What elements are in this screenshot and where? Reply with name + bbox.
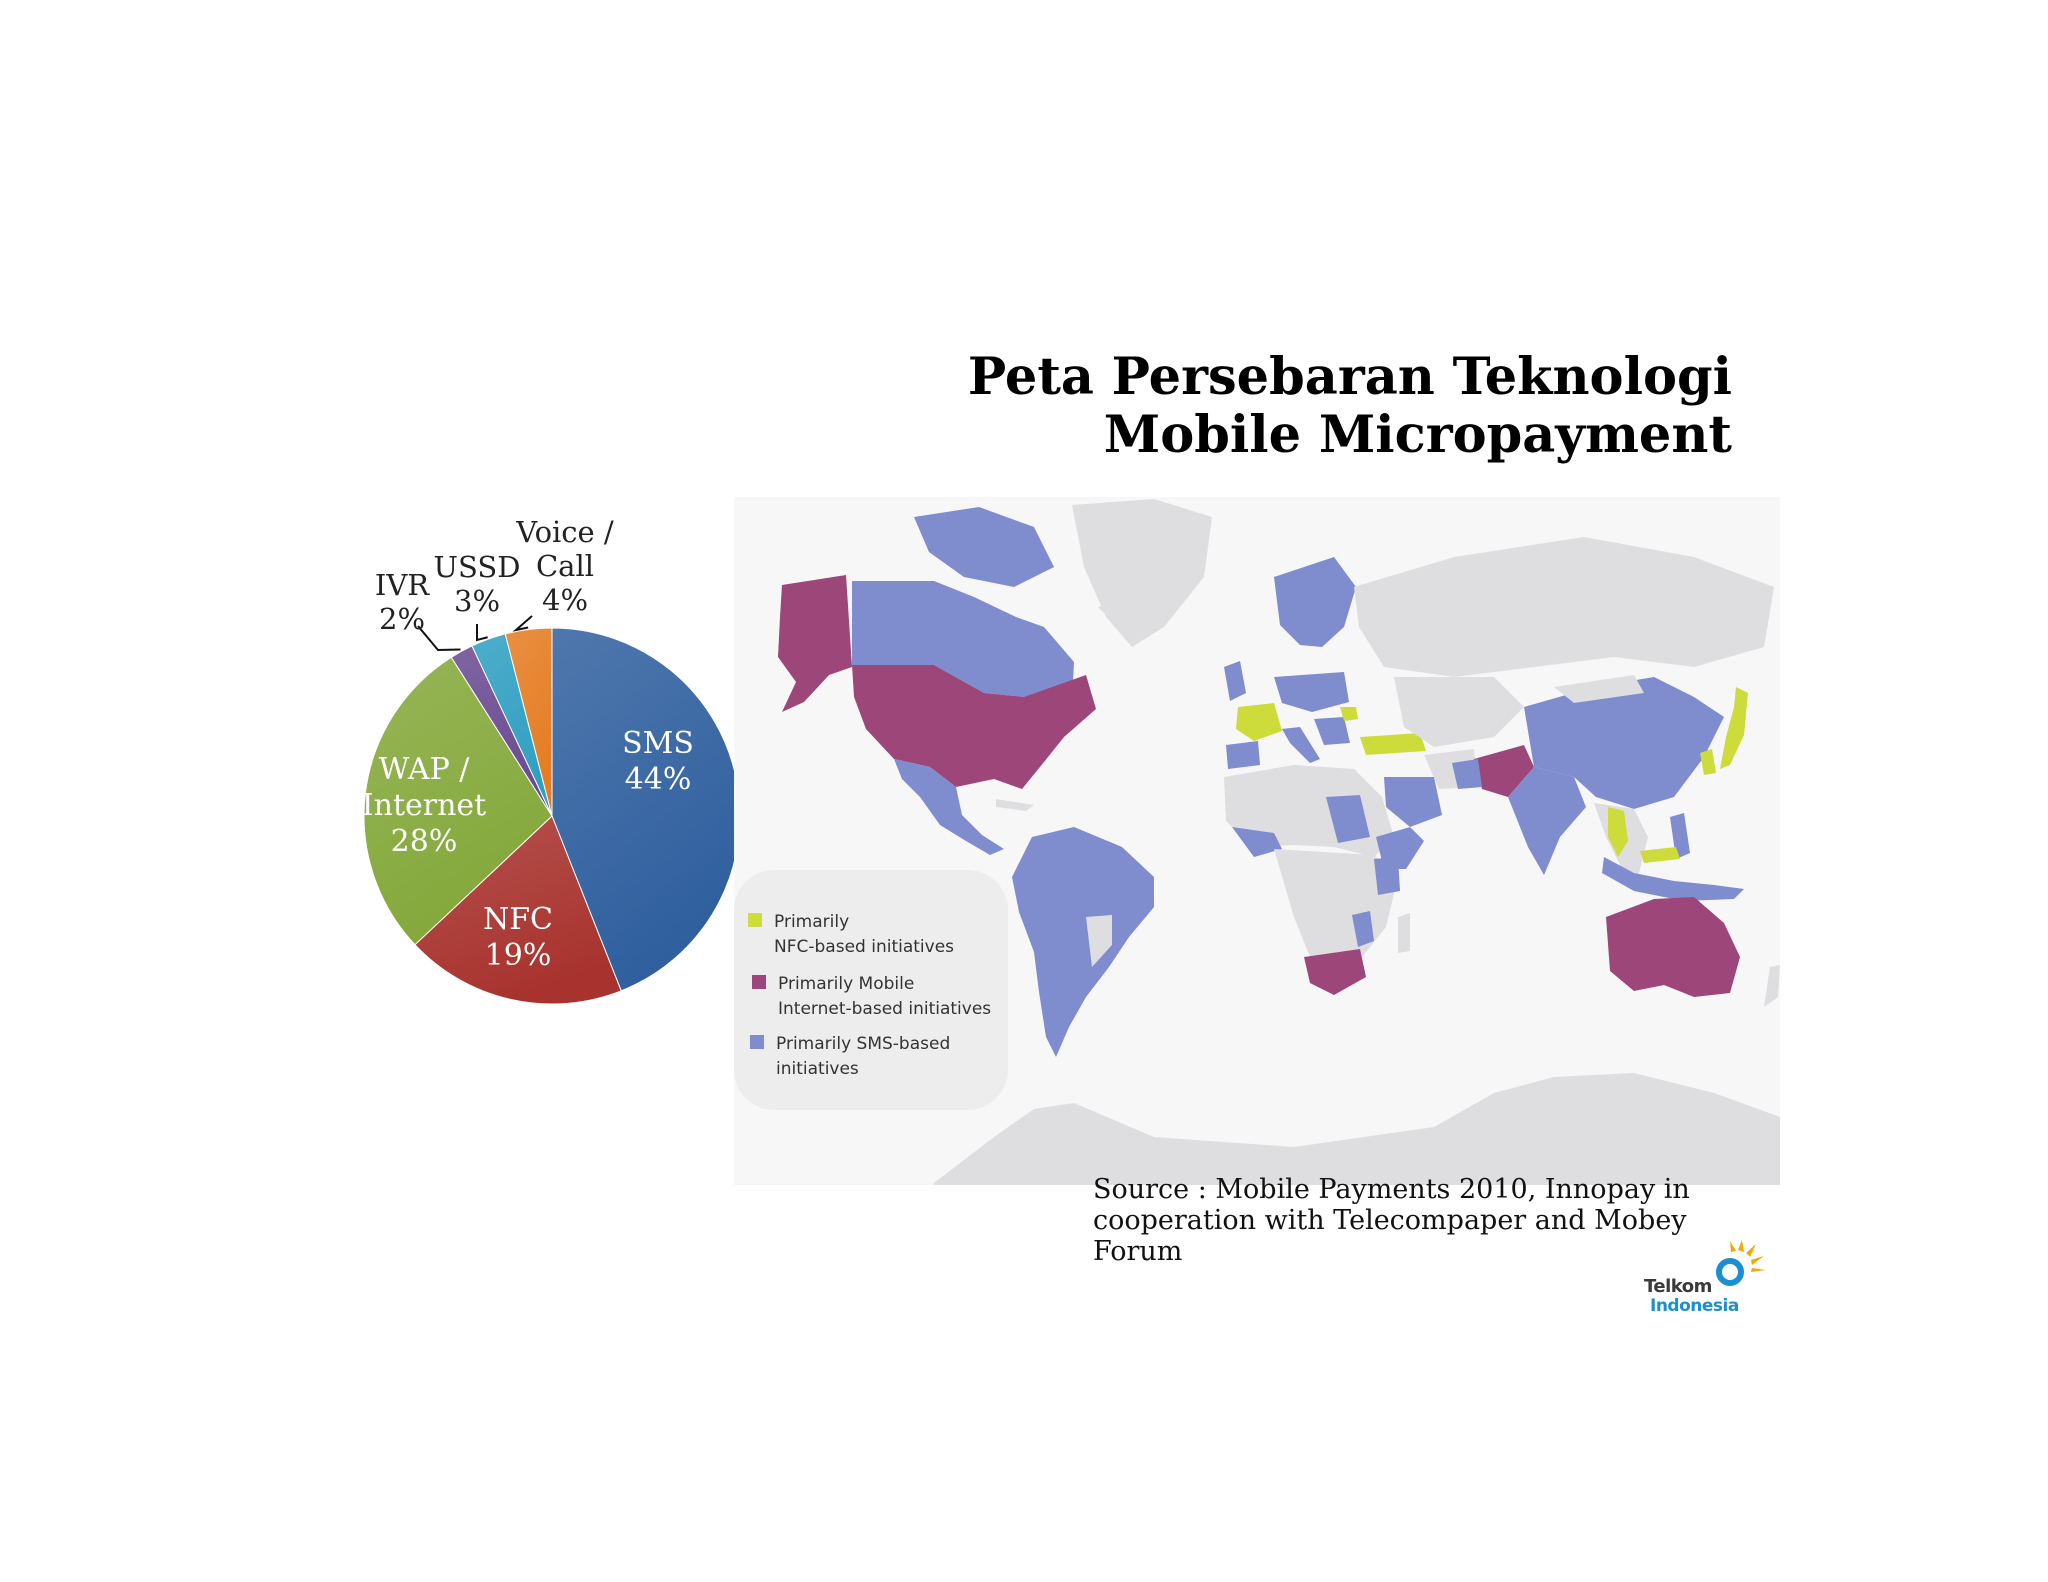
- leader-line-voice: [512, 615, 533, 632]
- legend-label-sms: Primarily SMS-based initiatives: [776, 1032, 996, 1082]
- map-legend: Primarily NFC-based initiatives Primaril…: [734, 870, 1008, 1110]
- map-usa: [852, 665, 1096, 789]
- map-india: [1508, 767, 1586, 875]
- map-greenland: [1072, 499, 1212, 647]
- map-russia: [1354, 537, 1774, 677]
- map-south-america: [1012, 827, 1154, 1057]
- pie-label-ussd-name: USSD: [433, 550, 521, 584]
- map-france: [1236, 703, 1282, 741]
- world-map: [734, 497, 1780, 1185]
- map-pakistan: [1474, 745, 1534, 797]
- pie-label-wap: WAP / Internet 28%: [362, 752, 486, 860]
- legend-sms-line-2: initiatives: [776, 1059, 859, 1079]
- pie-label-nfc: NFC 19%: [483, 902, 553, 974]
- map-canada-islands: [914, 507, 1054, 587]
- map-mongolia: [1554, 675, 1644, 703]
- pie-label-voice-name-1: Voice /: [516, 515, 614, 549]
- pie-label-voice-name-2: Call: [535, 549, 595, 583]
- pie-label-wap-pct: 28%: [390, 824, 458, 859]
- map-indonesia: [1602, 857, 1744, 901]
- leader-line-ivr: [417, 625, 461, 652]
- legend-nfc-line-1: Primarily: [774, 912, 850, 932]
- map-saudi: [1384, 777, 1442, 827]
- page-title: Peta Persebaran Teknologi Mobile Micropa…: [832, 348, 1732, 464]
- legend-mobile-line-1: Primarily Mobile: [778, 974, 915, 994]
- source-citation: Source : Mobile Payments 2010, Innopay i…: [1093, 1174, 1773, 1267]
- map-south-africa: [1304, 949, 1366, 995]
- map-uk: [1224, 661, 1246, 701]
- pie-slice-voice: [504, 627, 553, 817]
- map-south-america-west: [1086, 915, 1112, 967]
- leader-line-ussd: [476, 624, 488, 642]
- map-italy: [1282, 727, 1320, 763]
- legend-item-mobile: Primarily Mobile Internet-based initiati…: [752, 972, 998, 1022]
- pie-label-ivr-pct: 2%: [378, 602, 426, 636]
- legend-label-nfc: Primarily NFC-based initiatives: [774, 910, 994, 960]
- telkom-indonesia-logo: Telkom Indonesia: [1640, 1240, 1770, 1316]
- map-alaska: [778, 575, 852, 712]
- pie-label-sms-name: SMS: [622, 726, 694, 761]
- map-malaysia: [1640, 847, 1680, 863]
- pie-label-sms-pct: 44%: [624, 762, 692, 797]
- telkom-logo-mark: [1716, 1240, 1766, 1286]
- pie-label-wap-name-2: Internet: [361, 788, 487, 823]
- legend-item-nfc: Primarily NFC-based initiatives: [748, 910, 994, 960]
- map-greece: [1340, 707, 1358, 721]
- legend-swatch-sms: [750, 1035, 764, 1049]
- map-scandinavia: [1274, 557, 1356, 647]
- pie-label-voice-pct: 4%: [541, 583, 589, 617]
- pie-slice-nfc: [414, 815, 622, 1005]
- source-line-1: Source : Mobile Payments 2010, Innopay i…: [1093, 1174, 1690, 1205]
- map-mexico: [894, 759, 1004, 855]
- logo-text-telkom: Telkom: [1644, 1276, 1712, 1297]
- map-spain: [1226, 741, 1260, 769]
- map-mozambique: [1352, 911, 1374, 947]
- pie-label-voice: Voice / Call 4%: [516, 515, 613, 617]
- map-central-europe: [1274, 672, 1349, 712]
- map-canada: [852, 581, 1074, 702]
- map-china: [1524, 677, 1724, 809]
- map-africa-central: [1274, 849, 1398, 985]
- pie-chart-svg: [363, 615, 741, 1005]
- map-thailand: [1608, 807, 1628, 857]
- map-korea: [1700, 749, 1716, 775]
- pie-label-ussd-pct: 3%: [453, 584, 501, 618]
- map-antarctica: [934, 1073, 1780, 1185]
- map-new-zealand: [1764, 965, 1780, 1007]
- legend-sms-line-1: Primarily SMS-based: [776, 1034, 951, 1054]
- legend-swatch-mobile: [752, 975, 766, 989]
- map-australia: [1606, 897, 1740, 997]
- map-central-asia: [1394, 677, 1524, 747]
- logo-text-indonesia: Indonesia: [1650, 1296, 1739, 1316]
- map-sudan-region: [1326, 795, 1370, 843]
- legend-nfc-line-2: NFC-based initiatives: [774, 937, 955, 957]
- pie-label-sms: SMS 44%: [622, 726, 694, 798]
- legend-label-mobile: Primarily Mobile Internet-based initiati…: [778, 972, 998, 1022]
- pie-label-nfc-name: NFC: [482, 902, 554, 937]
- map-afghanistan: [1452, 759, 1482, 789]
- title-line-1: Peta Persebaran Teknologi: [967, 347, 1732, 407]
- title-line-2: Mobile Micropayment: [1103, 405, 1732, 465]
- map-balkans: [1314, 717, 1350, 745]
- legend-item-sms: Primarily SMS-based initiatives: [750, 1032, 996, 1082]
- world-map-svg: [778, 499, 1780, 1185]
- pie-label-nfc-pct: 19%: [484, 938, 552, 973]
- map-africa-west: [1232, 827, 1282, 857]
- map-turkey: [1360, 733, 1426, 755]
- source-line-2: cooperation with Telecompaper and Mobey …: [1093, 1205, 1687, 1267]
- legend-swatch-nfc: [748, 913, 762, 927]
- pie-label-ivr-name: IVR: [374, 568, 430, 602]
- pie-label-wap-name-1: WAP /: [378, 752, 470, 787]
- map-iceland: [1098, 601, 1134, 619]
- map-madagascar: [1398, 913, 1410, 953]
- map-japan: [1720, 687, 1748, 769]
- pie-slice-wap: [363, 656, 553, 946]
- map-kenya: [1374, 857, 1400, 895]
- pie-chart: SMS 44% NFC 19% WAP / Internet 28% IVR 2…: [340, 500, 780, 1020]
- pie-label-ivr: IVR 2%: [375, 568, 429, 636]
- map-cuba: [996, 799, 1034, 811]
- pie-label-ussd: USSD 3%: [434, 550, 521, 618]
- legend-mobile-line-2: Internet-based initiatives: [778, 999, 992, 1019]
